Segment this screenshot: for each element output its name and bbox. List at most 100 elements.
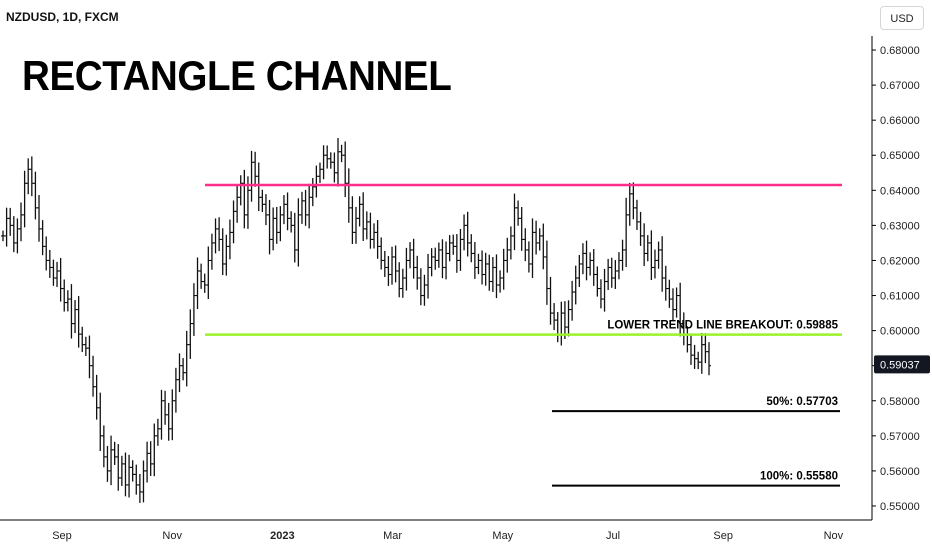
ohlc-bar — [562, 301, 567, 339]
ohlc-bar — [595, 266, 600, 297]
ohlc-bar — [688, 334, 693, 365]
ohlc-bar — [94, 374, 99, 420]
ohlc-bar — [541, 223, 546, 270]
ohlc-bar — [199, 263, 204, 289]
ohlc-bar — [213, 218, 218, 254]
ohlc-bar — [620, 239, 625, 271]
ohlc-bar — [145, 441, 150, 483]
ohlc-bar — [191, 283, 196, 336]
y-tick-label: 0.60000 — [880, 326, 920, 338]
lower-trend-line-label: LOWER TREND LINE BREAKOUT: 0.59885 — [607, 320, 838, 332]
y-tick-label: 0.62000 — [880, 255, 920, 267]
y-tick-label: 0.58000 — [880, 396, 920, 408]
ohlc-bar — [588, 252, 593, 276]
ohlc-bar — [33, 171, 38, 220]
ohlc-bar — [364, 211, 369, 240]
ohlc-bar — [256, 162, 261, 212]
last-price-value: 0.59037 — [880, 359, 920, 371]
ohlc-bar — [591, 249, 596, 286]
ohlc-bar — [598, 279, 603, 309]
ohlc-bar — [584, 240, 589, 281]
ohlc-bar — [278, 206, 283, 242]
ohlc-bar — [530, 218, 535, 278]
currency-selector[interactable]: USD — [880, 6, 924, 30]
target-50-label: 50%: 0.57703 — [766, 396, 838, 408]
ohlc-bar — [285, 192, 290, 231]
ohlc-bar — [51, 259, 56, 286]
ohlc-bar — [170, 389, 175, 441]
ohlc-bar — [177, 353, 182, 393]
ohlc-bar — [692, 344, 697, 369]
ohlc-bar — [1, 230, 5, 242]
ohlc-bar — [11, 216, 16, 253]
ohlc-bar — [429, 248, 434, 277]
ohlc-bar — [263, 194, 268, 226]
ohlc-bar — [238, 175, 243, 206]
ohlc-bar — [343, 141, 348, 198]
ohlc-bar — [393, 245, 398, 283]
ohlc-bar — [130, 460, 135, 482]
ohlc-bar — [555, 312, 560, 343]
ohlc-bar — [249, 150, 254, 202]
ohlc-bar — [260, 189, 265, 212]
ohlc-bar — [707, 342, 711, 376]
ohlc-bar — [181, 358, 186, 381]
ohlc-bar — [458, 228, 463, 271]
ohlc-bar — [573, 265, 578, 305]
ohlc-bar — [433, 247, 438, 270]
ohlc-bar — [606, 258, 611, 291]
ohlc-bar — [80, 326, 85, 353]
ohlc-bar — [436, 242, 441, 268]
ohlc-bar — [368, 212, 373, 249]
ohlc-bar — [235, 185, 240, 223]
ohlc-bar — [512, 193, 517, 251]
ohlc-bar — [390, 246, 395, 285]
ohlc-bar — [483, 252, 488, 286]
ohlc-bar — [314, 165, 319, 198]
y-tick-label: 0.68000 — [880, 45, 920, 57]
ohlc-bar — [440, 239, 445, 279]
ohlc-bar — [231, 200, 236, 244]
x-tick-label: Jul — [606, 530, 620, 542]
ohlc-bar — [44, 236, 49, 271]
last-price-tag: 0.59037 — [874, 355, 930, 374]
ohlc-bar — [166, 402, 171, 441]
x-tick-label: Sep — [713, 530, 733, 542]
ohlc-bar — [335, 137, 340, 187]
ohlc-bar — [638, 211, 643, 246]
ohlc-bar — [62, 279, 67, 312]
ohlc-bar — [350, 196, 355, 245]
ohlc-bar — [652, 249, 657, 279]
ohlc-bar — [616, 252, 621, 280]
ohlc-bar — [462, 214, 467, 251]
ohlc-bar — [47, 249, 52, 278]
ohlc-bar — [289, 211, 294, 233]
ohlc-bar — [292, 212, 297, 263]
ohlc-bar — [397, 262, 402, 298]
ohlc-bar — [670, 288, 675, 321]
ohlc-bar — [534, 220, 539, 255]
ohlc-bar — [548, 276, 553, 325]
ohlc-bar — [490, 257, 495, 292]
ohlc-bar — [127, 454, 132, 498]
ohlc-bar — [148, 441, 153, 477]
ohlc-bar — [361, 192, 366, 241]
x-tick-label: May — [492, 530, 513, 542]
ohlc-bar — [645, 235, 650, 262]
ohlc-bar — [134, 464, 139, 495]
ohlc-bar — [267, 199, 272, 255]
ohlc-bar — [696, 351, 701, 370]
ohlc-bar — [119, 455, 124, 486]
ohlc-bar — [332, 152, 337, 183]
ohlc-bar — [76, 296, 81, 348]
ohlc-bar — [206, 246, 211, 300]
ohlc-bar — [310, 178, 315, 207]
ohlc-bar — [386, 256, 391, 286]
ohlc-bar — [83, 336, 88, 357]
ohlc-bar — [73, 300, 78, 334]
ohlc-bar — [137, 473, 142, 503]
ohlc-bar — [426, 253, 431, 299]
ohlc-bar — [224, 234, 229, 276]
ohlc-bar — [220, 228, 225, 276]
